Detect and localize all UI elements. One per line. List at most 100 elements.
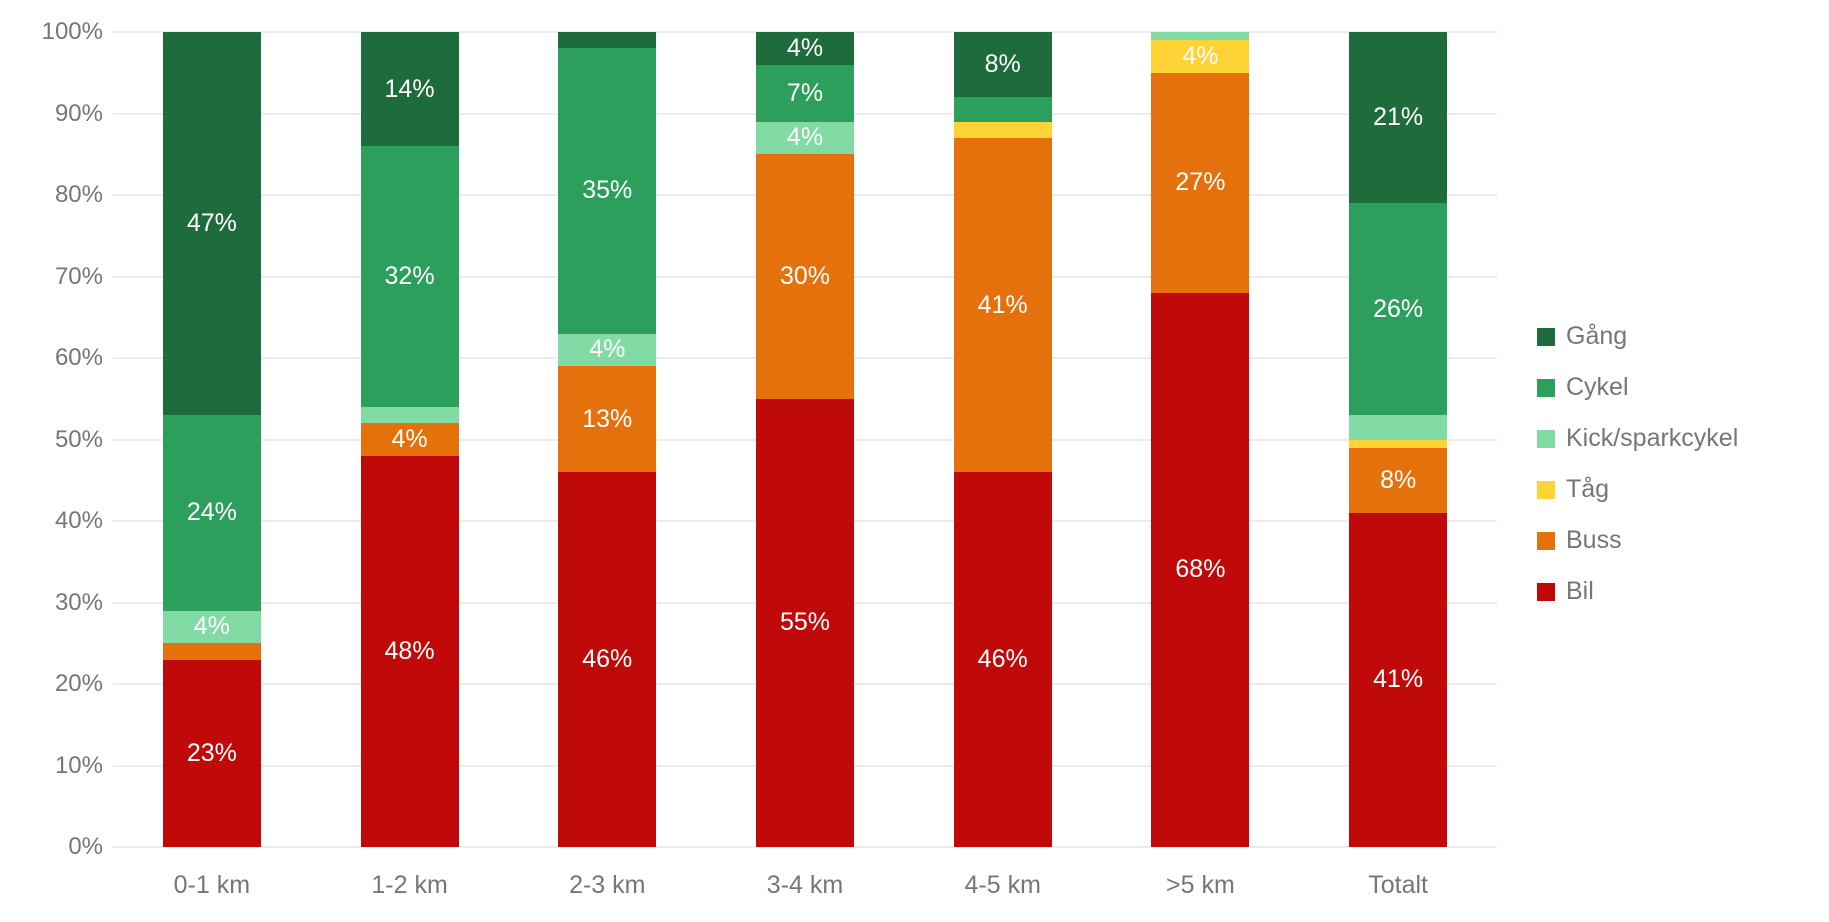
x-axis-category-label: 0-1 km [173,871,251,899]
segment-t-g [953,121,1052,138]
segment-data-label: 4% [391,425,428,454]
segment-cykel: 26% [1349,203,1448,416]
y-axis-tick-label: 100% [41,18,103,45]
bar-4-5-km: 46% 41% 8% [953,32,1052,847]
segment-data-label: 8% [984,50,1021,79]
segment-data-label: 26% [1373,294,1424,323]
segment-bil: 48% [360,455,459,847]
segment-kick-sparkcykel [360,406,459,424]
legend-item-bil: Bil [1537,566,1738,617]
segment-buss: 8% [1349,447,1448,513]
segment-bil: 46% [953,472,1052,847]
x-axis-category-label: 2-3 km [569,871,646,899]
segment-data-label: 13% [582,404,633,433]
segment-data-label: 47% [186,209,237,238]
x-axis-category-label: 1-2 km [371,871,448,899]
bar--5-km: 68% 27% 4% [1151,32,1250,847]
segment-buss: 4% [360,423,459,456]
segment-g-ng: 8% [953,32,1052,98]
x-axis-category-label: >5 km [1166,871,1235,899]
segment-bil: 55% [756,398,854,847]
y-axis-tick-label: 10% [54,751,103,779]
legend-swatch-icon [1537,378,1555,397]
x-axis-category-label: 3-4 km [766,871,844,899]
segment-kick-sparkcykel: 4% [558,333,657,367]
segment-data-label: 4% [786,123,824,152]
segment-kick-sparkcykel: 4% [162,610,261,644]
segment-data-label: 48% [384,636,435,665]
gridline [113,31,1497,33]
segment-data-label: 41% [977,290,1028,319]
bar-3-4-km: 55% 30% 4% 7% 4% [756,32,854,847]
legend-item-t-g: Tåg [1537,464,1738,515]
y-axis-tick-label: 70% [54,262,103,290]
segment-data-label: 4% [786,33,824,62]
segment-t-g [1349,439,1448,448]
y-axis-tick-label: 60% [54,344,103,371]
segment-g-ng: 47% [162,32,261,416]
y-axis-tick-label: 80% [54,181,103,208]
segment-kick-sparkcykel: 4% [756,121,854,155]
segment-data-label: 21% [1373,103,1424,132]
segment-bil: 41% [1349,512,1448,847]
segment-g-ng: 4% [756,32,854,65]
legend-item-cykel: Cykel [1537,362,1738,413]
y-axis-tick-label: 50% [54,425,103,453]
segment-data-label: 46% [582,645,633,674]
segment-data-label: 8% [1380,465,1417,494]
x-axis-category-label: Totalt [1368,871,1429,899]
x-axis-category-label: 4-5 km [964,871,1041,899]
segment-bil: 68% [1151,292,1250,847]
segment-kick-sparkcykel [1151,32,1250,41]
segment-cykel [953,97,1052,122]
segment-data-label: 27% [1175,168,1226,197]
gridline [113,846,1497,848]
segment-cykel: 32% [360,146,459,407]
legend-label: Tåg [1566,475,1610,503]
segment-buss: 30% [756,154,854,399]
bar-totalt: 41% 8% 26% 21% [1349,32,1448,847]
segment-kick-sparkcykel [1349,415,1448,440]
legend-label: Cykel [1566,373,1629,401]
segment-data-label: 4% [1182,41,1219,70]
y-axis-tick-label: 30% [54,588,103,616]
segment-buss: 13% [558,366,657,473]
segment-bil: 23% [162,659,261,847]
segment-data-label: 30% [779,262,831,290]
legend-label: Bil [1566,577,1594,605]
segment-data-label: 46% [977,645,1028,674]
legend-swatch-icon [1537,327,1555,346]
segment-buss: 41% [953,137,1052,473]
legend: Gång Cykel Kick/sparkcykel Tåg Buss Bil [1537,311,1738,617]
legend-label: Buss [1566,526,1622,554]
segment-g-ng: 21% [1349,32,1448,204]
legend-swatch-icon [1537,480,1555,499]
y-axis-tick-label: 90% [54,99,103,127]
segment-data-label: 14% [384,74,435,103]
legend-item-g-ng: Gång [1537,311,1738,362]
segment-data-label: 55% [779,608,831,637]
segment-g-ng [558,32,657,49]
legend-swatch-icon [1537,582,1555,601]
y-axis-tick-label: 0% [68,833,103,860]
segment-data-label: 4% [193,612,230,641]
bar-1-2-km: 48% 4% 32% 14% [360,32,459,847]
segment-cykel: 7% [756,64,854,122]
y-axis-tick-label: 20% [54,670,103,697]
segment-data-label: 23% [186,738,237,767]
segment-t-g: 4% [1151,40,1250,73]
segment-bil: 46% [558,472,657,847]
legend-swatch-icon [1537,429,1555,448]
legend-label: Kick/sparkcykel [1566,424,1739,452]
segment-data-label: 24% [186,498,237,527]
segment-cykel: 35% [558,48,657,334]
segment-buss: 27% [1151,72,1250,293]
segment-data-label: 4% [589,335,626,364]
segment-data-label: 35% [582,176,633,205]
segment-cykel: 24% [162,415,261,611]
segment-data-label: 32% [384,262,435,290]
bar-0-1-km: 23% 4% 24% 47% [162,32,261,847]
segment-data-label: 68% [1175,555,1226,584]
y-axis-tick-label: 40% [54,507,103,534]
